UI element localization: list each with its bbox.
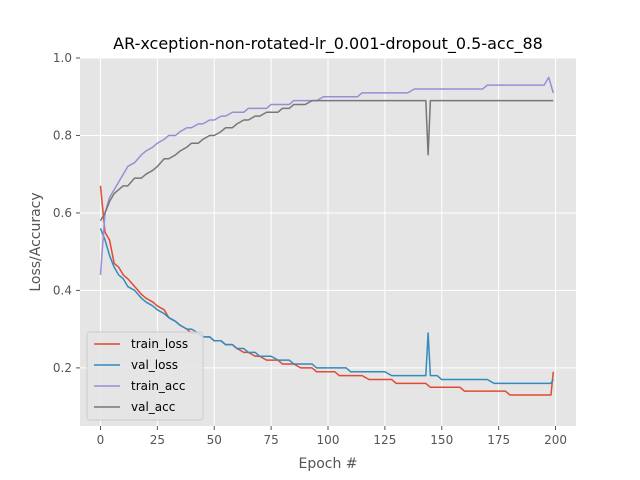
x-tick-label: 150 xyxy=(430,433,453,447)
x-axis: 0 25 50 75 100 125 150 175 200 xyxy=(97,426,567,447)
y-tick-label: 0.2 xyxy=(53,361,72,375)
x-tick-label: 50 xyxy=(207,433,222,447)
y-axis: 0.2 0.4 0.6 0.8 1.0 xyxy=(53,51,80,375)
x-tick-label: 100 xyxy=(317,433,340,447)
series-line-train-acc xyxy=(99,76,554,275)
x-tick-label: 175 xyxy=(487,433,510,447)
y-tick-label: 0.6 xyxy=(53,206,72,220)
legend-label: val_acc xyxy=(131,400,175,414)
legend-label: train_loss xyxy=(131,337,188,351)
chart-title: AR-xception-non-rotated-lr_0.001-dropout… xyxy=(113,34,543,54)
x-tick-label: 200 xyxy=(544,433,567,447)
series-layer xyxy=(99,76,554,396)
legend-box xyxy=(86,331,204,421)
legend-label: val_loss xyxy=(131,358,178,372)
y-axis-label: Loss/Accuracy xyxy=(28,192,44,291)
y-tick-label: 0.8 xyxy=(53,128,72,142)
legend-label: train_acc xyxy=(131,379,185,393)
x-tick-label: 75 xyxy=(263,433,278,447)
y-tick-label: 0.4 xyxy=(53,283,72,297)
series-line-val-acc xyxy=(99,99,554,222)
y-tick-label: 1.0 xyxy=(53,51,72,65)
x-axis-label: Epoch # xyxy=(298,456,357,472)
x-tick-label: 0 xyxy=(97,433,105,447)
x-tick-label: 125 xyxy=(373,433,396,447)
series-line-val-loss xyxy=(99,228,554,385)
legend: train_loss val_loss train_acc val_acc xyxy=(86,331,204,421)
x-tick-label: 25 xyxy=(150,433,165,447)
